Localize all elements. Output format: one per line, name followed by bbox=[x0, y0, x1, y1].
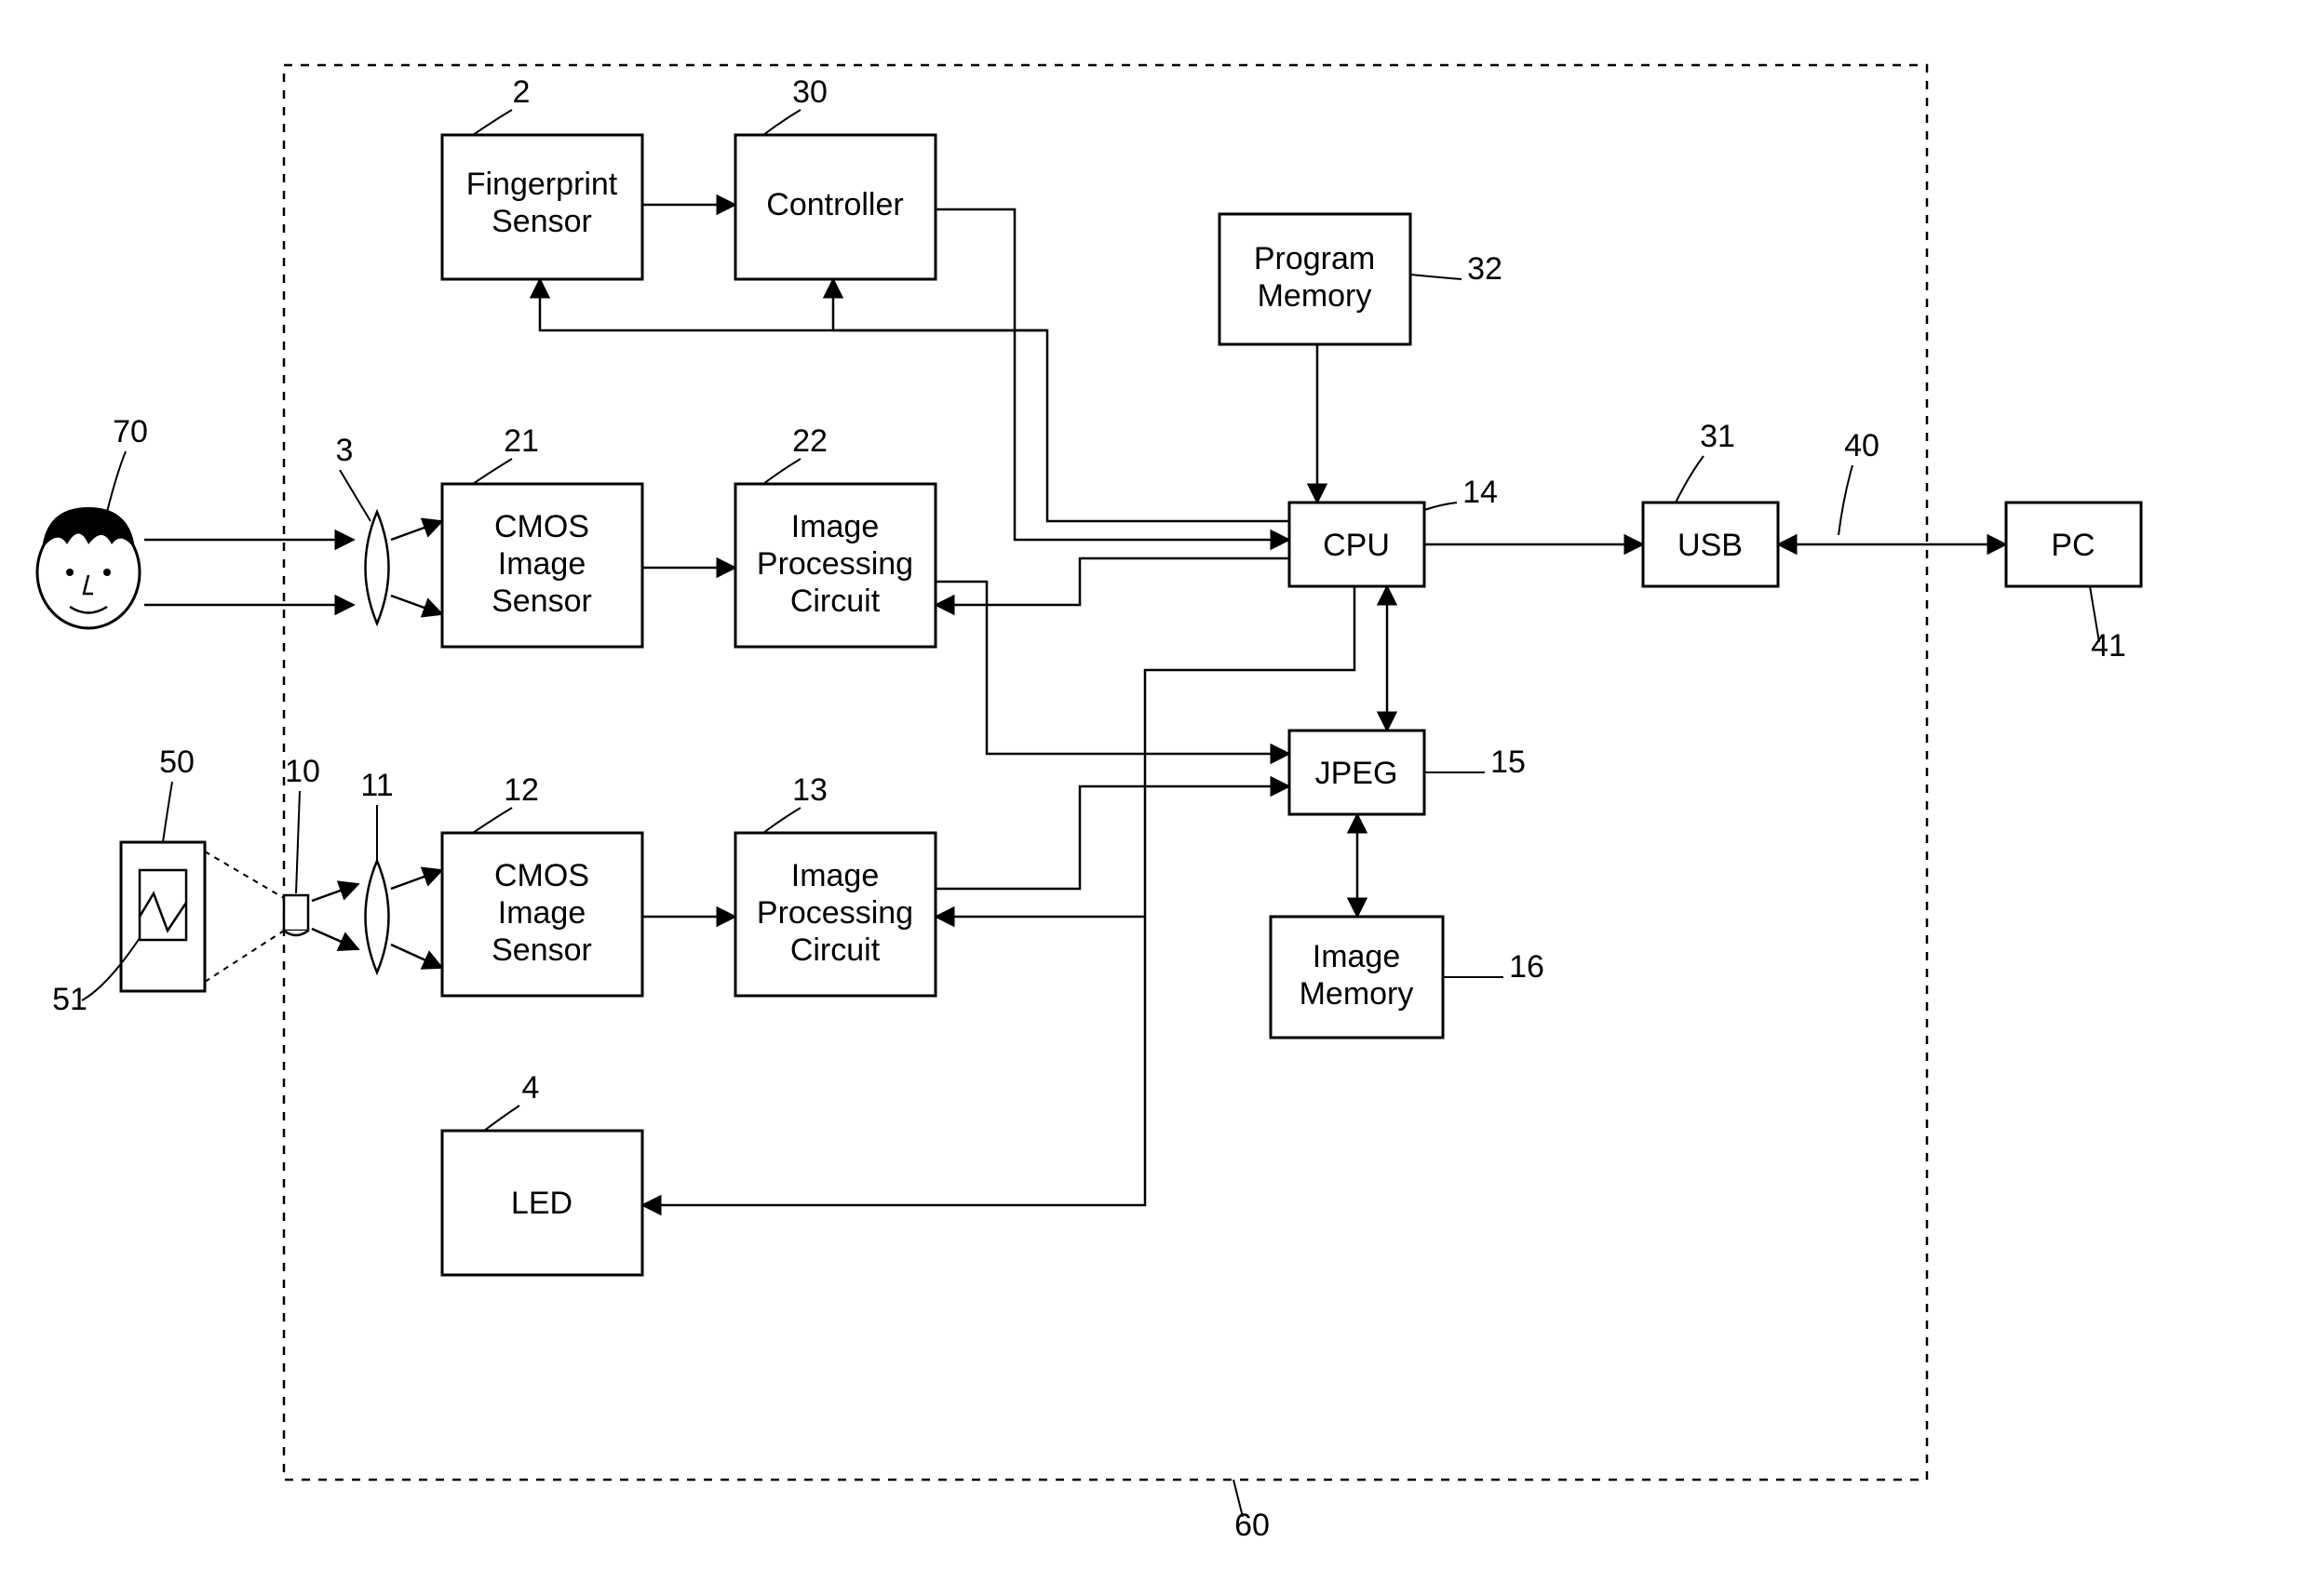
refnum-12: 12 bbox=[504, 772, 539, 808]
label: Image bbox=[791, 509, 880, 544]
refnum-2: 2 bbox=[513, 74, 531, 110]
node-fingerprint-sensor: FingerprintSensor bbox=[442, 135, 642, 279]
refnum-50: 50 bbox=[159, 744, 195, 780]
label: Image bbox=[1313, 939, 1401, 974]
label: LED bbox=[511, 1186, 573, 1221]
svg-text:CMOSImageSensor: CMOSImageSensor bbox=[492, 509, 592, 619]
refnum-30: 30 bbox=[792, 74, 828, 110]
refnum-60: 60 bbox=[1234, 1508, 1270, 1543]
ray bbox=[391, 945, 442, 968]
label: Memory bbox=[1300, 976, 1414, 1012]
refnum-40: 40 bbox=[1844, 428, 1879, 463]
label: CMOS bbox=[494, 858, 589, 893]
label: Processing bbox=[757, 895, 913, 931]
node-usb: USB bbox=[1643, 503, 1778, 586]
film-icon bbox=[284, 895, 308, 935]
refnum-4: 4 bbox=[522, 1070, 540, 1106]
label: Fingerprint bbox=[466, 167, 618, 202]
node-cmos2: CMOSImageSensor bbox=[442, 833, 642, 996]
label: Circuit bbox=[790, 583, 881, 619]
refnum-3: 3 bbox=[336, 433, 354, 468]
label: Sensor bbox=[492, 583, 592, 619]
node-image-memory: ImageMemory bbox=[1271, 917, 1443, 1038]
refnum-10: 10 bbox=[285, 754, 320, 789]
projection-line bbox=[205, 852, 284, 898]
refnum-16: 16 bbox=[1509, 949, 1544, 985]
refnum-31: 31 bbox=[1700, 419, 1735, 454]
svg-text:CMOSImageSensor: CMOSImageSensor bbox=[492, 858, 592, 968]
edge-cpu-fp bbox=[540, 279, 1047, 330]
ray bbox=[391, 521, 442, 540]
label: USB bbox=[1677, 528, 1743, 563]
refnum-51: 51 bbox=[52, 982, 88, 1017]
label: Image bbox=[498, 546, 586, 582]
label: Processing bbox=[757, 546, 913, 582]
ray bbox=[391, 870, 442, 889]
refnum-15: 15 bbox=[1490, 744, 1526, 780]
node-ipc2: ImageProcessingCircuit bbox=[735, 833, 936, 996]
label: Memory bbox=[1258, 278, 1372, 314]
ref-numbers: 2 3 4 10 11 12 13 14 15 16 21 22 30 31 32 40 41 50 51 60 70 bbox=[52, 74, 2126, 1543]
card-icon bbox=[121, 842, 205, 991]
lens-1-icon bbox=[366, 512, 389, 624]
refnum-11: 11 bbox=[360, 768, 393, 803]
edge-ipc1-jpeg bbox=[936, 582, 1289, 754]
edge-ipc2-jpeg bbox=[936, 786, 1289, 889]
refnum-70: 70 bbox=[113, 414, 148, 449]
refnum-41: 41 bbox=[2091, 628, 2126, 664]
face-icon bbox=[37, 507, 140, 628]
label: Sensor bbox=[492, 932, 592, 968]
projection-line bbox=[205, 931, 284, 982]
node-ipc1: ImageProcessingCircuit bbox=[735, 484, 936, 647]
node-jpeg: JPEG bbox=[1289, 731, 1424, 814]
refnum-13: 13 bbox=[792, 772, 828, 808]
label: Circuit bbox=[790, 932, 881, 968]
node-controller: Controller bbox=[735, 135, 936, 279]
label: CMOS bbox=[494, 509, 589, 544]
refnum-22: 22 bbox=[792, 423, 828, 459]
ray bbox=[312, 884, 358, 901]
label: JPEG bbox=[1315, 756, 1398, 791]
label: Image bbox=[498, 895, 586, 931]
node-led: LED bbox=[442, 1131, 642, 1275]
node-cpu: CPU bbox=[1289, 503, 1424, 586]
refnum-14: 14 bbox=[1462, 475, 1498, 510]
label: Controller bbox=[766, 187, 903, 222]
edge-cpu-ipc1 bbox=[936, 558, 1289, 605]
node-pc: PC bbox=[2006, 503, 2141, 586]
label: Image bbox=[791, 858, 880, 893]
label: Sensor bbox=[492, 204, 592, 239]
node-cmos1: CMOSImageSensor bbox=[442, 484, 642, 647]
label: PC bbox=[2051, 528, 2095, 563]
label: Program bbox=[1254, 241, 1375, 276]
refnum-21: 21 bbox=[504, 423, 539, 459]
lens-2-icon bbox=[366, 861, 389, 972]
ray bbox=[391, 596, 442, 614]
ref-leaders bbox=[82, 110, 2099, 1517]
refnum-32: 32 bbox=[1467, 251, 1502, 287]
ray bbox=[312, 929, 358, 949]
label: CPU bbox=[1323, 528, 1390, 563]
node-program-memory: ProgramMemory bbox=[1219, 214, 1410, 344]
